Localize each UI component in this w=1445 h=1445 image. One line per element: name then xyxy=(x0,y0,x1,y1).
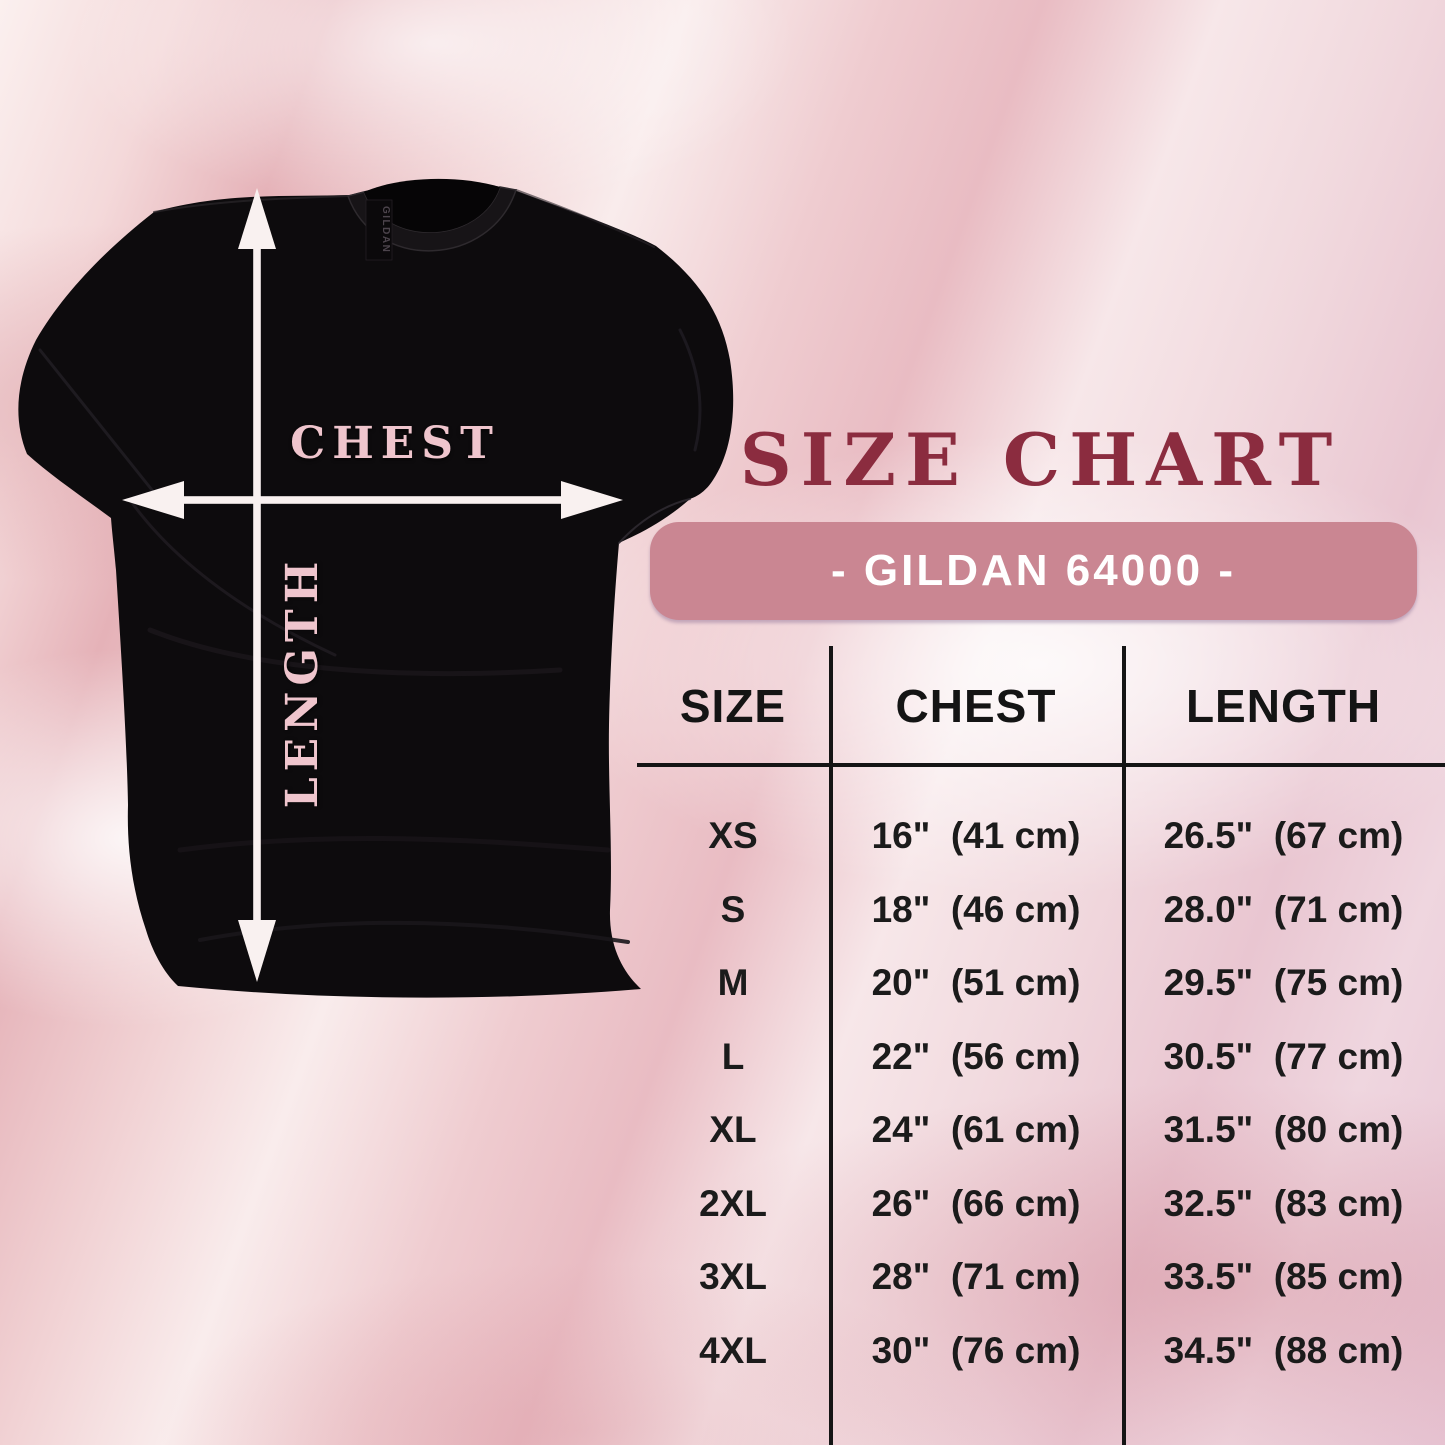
size-cell: 2XL xyxy=(699,1182,767,1224)
table-divider-horizontal xyxy=(637,763,1445,767)
length-cell: 29.5" (75 cm) xyxy=(1163,961,1404,1003)
length-measure-label: LENGTH xyxy=(277,555,328,809)
tshirt-photo: GILDAN xyxy=(18,178,734,998)
table-divider-vertical-1 xyxy=(829,646,833,1445)
length-cell: 34.5" (88 cm) xyxy=(1163,1329,1404,1371)
chest-cell: 20" (51 cm) xyxy=(871,961,1081,1003)
column-header-chest: CHEST xyxy=(895,679,1057,732)
table-row: 4XL 30" (76 cm) 34.5" (88 cm) xyxy=(636,1314,1445,1387)
length-cell: 30.5" (77 cm) xyxy=(1163,1035,1404,1077)
chest-cell: 30" (76 cm) xyxy=(871,1329,1081,1371)
size-cell: L xyxy=(721,1035,745,1077)
table-row: M 20" (51 cm) 29.5" (75 cm) xyxy=(636,946,1445,1019)
chest-cell: 26" (66 cm) xyxy=(871,1182,1081,1224)
table-divider-vertical-2 xyxy=(1122,646,1126,1445)
length-cell: 31.5" (80 cm) xyxy=(1163,1108,1404,1150)
length-cell: 26.5" (67 cm) xyxy=(1163,814,1404,856)
chest-cell: 28" (71 cm) xyxy=(871,1255,1081,1297)
size-cell: XL xyxy=(709,1108,757,1150)
size-cell: S xyxy=(720,888,746,930)
chest-arrow-icon xyxy=(122,481,623,519)
table-row: S 18" (46 cm) 28.0" (71 cm) xyxy=(636,873,1445,946)
size-cell: 4XL xyxy=(699,1329,767,1371)
column-header-length: LENGTH xyxy=(1185,679,1382,732)
table-row: 2XL 26" (66 cm) 32.5" (83 cm) xyxy=(636,1167,1445,1240)
neck-tag-text: GILDAN xyxy=(380,206,391,253)
neck-opening xyxy=(364,178,500,233)
page-title: SIZE CHART xyxy=(739,417,1342,502)
table-row: L 22" (56 cm) 30.5" (77 cm) xyxy=(636,1020,1445,1093)
length-cell: 28.0" (71 cm) xyxy=(1163,888,1404,930)
product-badge: - GILDAN 64000 - xyxy=(650,522,1417,620)
size-cell: M xyxy=(717,961,749,1003)
length-arrow-icon xyxy=(238,188,276,982)
length-cell: 33.5" (85 cm) xyxy=(1163,1255,1404,1297)
chest-measure-label: CHEST xyxy=(290,418,500,469)
length-cell: 32.5" (83 cm) xyxy=(1163,1182,1404,1224)
tshirt-body xyxy=(18,182,734,998)
chest-cell: 24" (61 cm) xyxy=(871,1108,1081,1150)
size-cell: 3XL xyxy=(699,1255,767,1297)
chest-cell: 22" (56 cm) xyxy=(871,1035,1081,1077)
table-row: XS 16" (41 cm) 26.5" (67 cm) xyxy=(636,799,1445,872)
table-row: XL 24" (61 cm) 31.5" (80 cm) xyxy=(636,1093,1445,1166)
product-badge-label: - GILDAN 64000 - xyxy=(831,546,1236,595)
size-cell: XS xyxy=(708,814,758,856)
table-header-row: SIZE CHEST LENGTH xyxy=(636,647,1445,764)
chest-cell: 16" (41 cm) xyxy=(871,814,1081,856)
table-row: 3XL 28" (71 cm) 33.5" (85 cm) xyxy=(636,1240,1445,1313)
column-header-size: SIZE xyxy=(679,679,787,732)
chest-cell: 18" (46 cm) xyxy=(871,888,1081,930)
neck-tag: GILDAN xyxy=(365,199,393,261)
